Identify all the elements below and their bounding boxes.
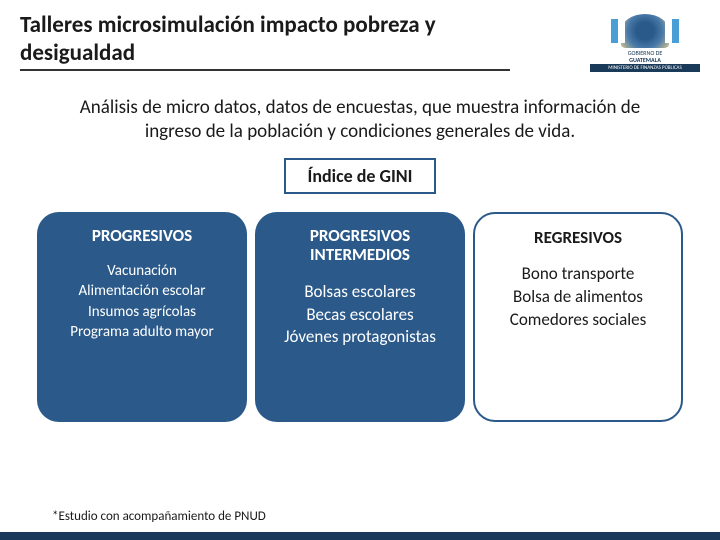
footnote-text: *Estudio con acompañamiento de PNUD (52, 509, 266, 524)
guatemala-logo: GOBIERNO DE GUATEMALA MINISTERIO DE FINA… (590, 12, 700, 74)
card-item: Jóvenes protagonistas (267, 326, 453, 349)
logo-emblem-icon (621, 14, 669, 48)
header: Talleres microsimulación impacto pobreza… (0, 0, 720, 74)
card-items: Bono transporteBolsa de alimentosComedor… (487, 263, 669, 332)
page-title: Talleres microsimulación impacto pobreza… (20, 12, 510, 71)
card-item: Bolsa de alimentos (487, 286, 669, 309)
bottom-bar (0, 532, 720, 540)
card-item: Bono transporte (487, 263, 669, 286)
card-item: Vacunación (49, 261, 235, 281)
logo-ministry-bar: MINISTERIO DE FINANZAS PÚBLICAS (590, 64, 700, 72)
card-title: REGRESIVOS (487, 228, 669, 248)
card-title: PROGRESIVOS (49, 226, 235, 246)
card-items: Bolsas escolaresBecas escolaresJóvenes p… (267, 281, 453, 350)
gini-index-box: Índice de GINI (284, 158, 437, 194)
category-card: PROGRESIVOS INTERMEDIOS Bolsas escolaresB… (255, 212, 465, 422)
card-item: Bolsas escolares (267, 281, 453, 304)
card-item: Alimentación escolar (49, 281, 235, 301)
card-item: Becas escolares (267, 304, 453, 327)
logo-text: GOBIERNO DE GUATEMALA (628, 50, 663, 63)
card-item: Programa adulto mayor (49, 322, 235, 342)
category-card: REGRESIVOS Bono transporteBolsa de alimen… (473, 212, 683, 422)
card-item: Insumos agrícolas (49, 302, 235, 322)
category-card: PROGRESIVOS VacunaciónAlimentación escola… (37, 212, 247, 422)
subtitle-text: Análisis de micro datos, datos de encues… (0, 74, 720, 158)
card-items: VacunaciónAlimentación escolarInsumos ag… (49, 261, 235, 342)
columns-container: PROGRESIVOS VacunaciónAlimentación escola… (0, 212, 720, 422)
card-title: PROGRESIVOS INTERMEDIOS (267, 226, 453, 265)
card-item: Comedores sociales (487, 309, 669, 332)
